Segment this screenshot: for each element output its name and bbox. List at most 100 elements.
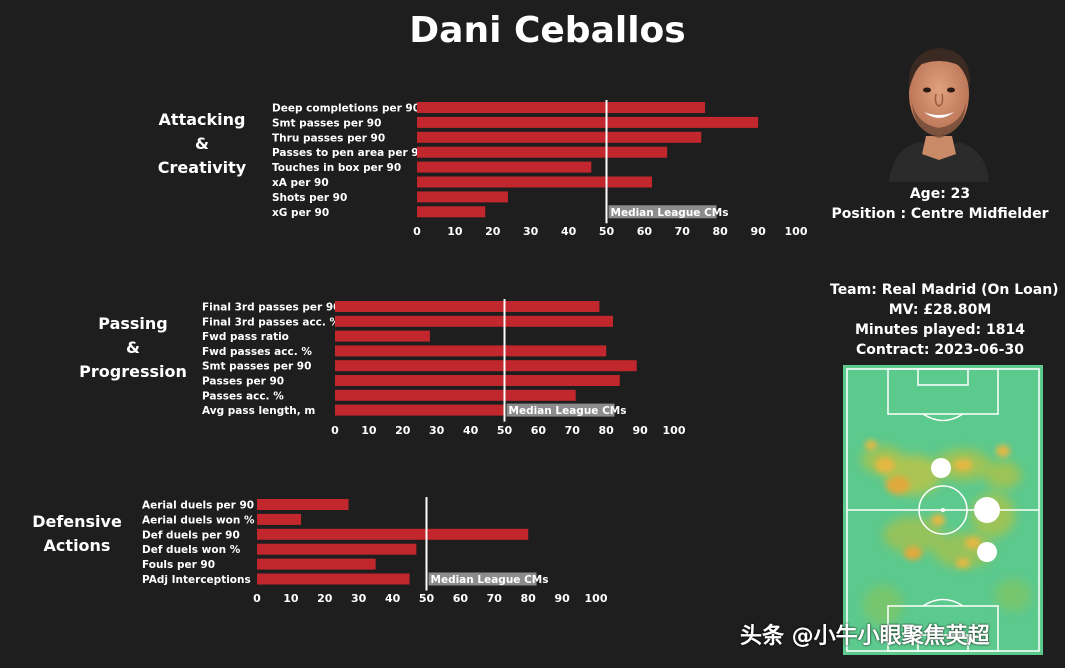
category-label: Thru passes per 90: [272, 132, 385, 144]
category-label: Aerial duels won %: [142, 514, 255, 526]
bar: [417, 161, 592, 173]
bar: [417, 102, 706, 113]
stats-charts: Attacking & Creativity Deep completions per…: [32, 100, 808, 605]
median-label: Median League CMs: [611, 207, 729, 219]
x-tick-label: 90: [632, 424, 648, 437]
bar: [417, 191, 508, 203]
x-tick-label: 100: [663, 424, 686, 437]
x-tick-label: 80: [599, 424, 615, 437]
x-tick-label: 80: [713, 225, 729, 238]
category-label: xA per 90: [272, 177, 329, 189]
chart-title-line: &: [126, 338, 140, 357]
bar: [417, 146, 668, 158]
bar: [257, 543, 417, 555]
x-tick-label: 60: [531, 424, 547, 437]
bar: [257, 513, 302, 525]
category-label: Def duels won %: [142, 544, 241, 556]
category-label: Deep completions per 90: [272, 103, 420, 115]
category-label: Smt passes per 90: [272, 117, 381, 129]
bar: [335, 315, 613, 327]
x-tick-label: 50: [497, 424, 513, 437]
category-label: Final 3rd passes per 90: [202, 302, 340, 314]
x-tick-label: 60: [453, 592, 469, 605]
position-label: Position : Centre Midfielder: [831, 206, 1049, 222]
bar: [417, 206, 486, 218]
x-tick-label: 20: [395, 424, 411, 437]
x-tick-label: 20: [485, 225, 501, 238]
category-label: Passes acc. %: [202, 390, 284, 402]
bar: [257, 558, 376, 570]
x-tick-label: 80: [521, 592, 537, 605]
x-tick-label: 40: [463, 424, 479, 437]
x-tick-label: 50: [599, 225, 615, 238]
x-tick-label: 10: [361, 424, 377, 437]
median-label-bg: [506, 403, 615, 417]
category-label: Fouls per 90: [142, 559, 215, 571]
chart-title-line: Progression: [79, 362, 187, 381]
x-tick-label: 0: [253, 592, 261, 605]
bar: [335, 301, 600, 312]
category-label: Shots per 90: [272, 192, 347, 204]
x-tick-label: 90: [554, 592, 570, 605]
age-label: Age: 23: [909, 186, 971, 202]
chart-group-0: Attacking & Creativity Deep completions per…: [158, 100, 808, 238]
chart-title-line: Passing: [98, 314, 167, 333]
x-tick-label: 70: [487, 592, 503, 605]
x-tick-label: 0: [331, 424, 339, 437]
bar: [335, 330, 430, 342]
x-tick-label: 70: [675, 225, 691, 238]
watermark-text: 头条 @小牛小眼聚焦英超: [740, 624, 990, 649]
category-label: PAdj Interceptions: [142, 574, 251, 586]
x-tick-label: 30: [429, 424, 445, 437]
category-label: Def duels per 90: [142, 529, 240, 541]
bar: [417, 131, 702, 143]
category-label: Passes to pen area per 90: [272, 147, 426, 159]
x-tick-label: 30: [351, 592, 367, 605]
bar: [417, 176, 652, 188]
median-label-bg: [608, 205, 717, 219]
player-photo: [889, 48, 989, 182]
market-value-label: MV: £28.80M: [888, 302, 992, 318]
median-label: Median League CMs: [509, 405, 627, 417]
x-tick-label: 70: [565, 424, 581, 437]
x-tick-label: 10: [447, 225, 463, 238]
chart-title-line: Attacking: [159, 110, 246, 129]
category-label: xG per 90: [272, 207, 329, 219]
chart-title-line: &: [195, 134, 209, 153]
bar: [335, 404, 505, 416]
bar: [417, 116, 759, 128]
bar: [257, 573, 410, 585]
chart-group-1: Passing & Progression Final 3rd passes per …: [79, 299, 686, 437]
bar: [335, 389, 576, 401]
chart-group-2: Defensive Actions Aerial duels per 90 Aeria…: [32, 497, 608, 605]
bar: [257, 499, 349, 510]
contract-label: Contract: 2023-06-30: [856, 342, 1024, 358]
x-tick-label: 30: [523, 225, 539, 238]
x-tick-label: 40: [561, 225, 577, 238]
x-tick-label: 50: [419, 592, 435, 605]
category-label: Avg pass length, m: [202, 405, 315, 417]
heatmap-pitch: [843, 365, 1043, 655]
team-label: Team: Real Madrid (On Loan): [830, 282, 1059, 298]
x-tick-label: 60: [637, 225, 653, 238]
category-label: Fwd pass ratio: [202, 331, 289, 343]
bar: [335, 375, 620, 386]
category-label: Final 3rd passes acc. %: [202, 316, 341, 328]
bar: [335, 360, 637, 372]
bar: [335, 345, 607, 357]
chart-title-line: Creativity: [158, 158, 247, 177]
x-tick-label: 100: [585, 592, 608, 605]
minutes-played-label: Minutes played: 1814: [855, 322, 1025, 338]
median-label: Median League CMs: [431, 574, 549, 586]
x-tick-label: 90: [750, 225, 766, 238]
bar: [257, 528, 529, 540]
x-tick-label: 10: [283, 592, 299, 605]
median-label-bg: [428, 572, 537, 586]
category-label: Passes per 90: [202, 376, 284, 388]
player-contract-info: Team: Real Madrid (On Loan) MV: £28.80M …: [830, 280, 1059, 360]
chart-title-line: Defensive: [32, 512, 122, 531]
category-label: Fwd passes acc. %: [202, 346, 312, 358]
player-basic-info: Age: 23 Position : Centre Midfielder: [830, 184, 1050, 224]
x-tick-label: 40: [385, 592, 401, 605]
